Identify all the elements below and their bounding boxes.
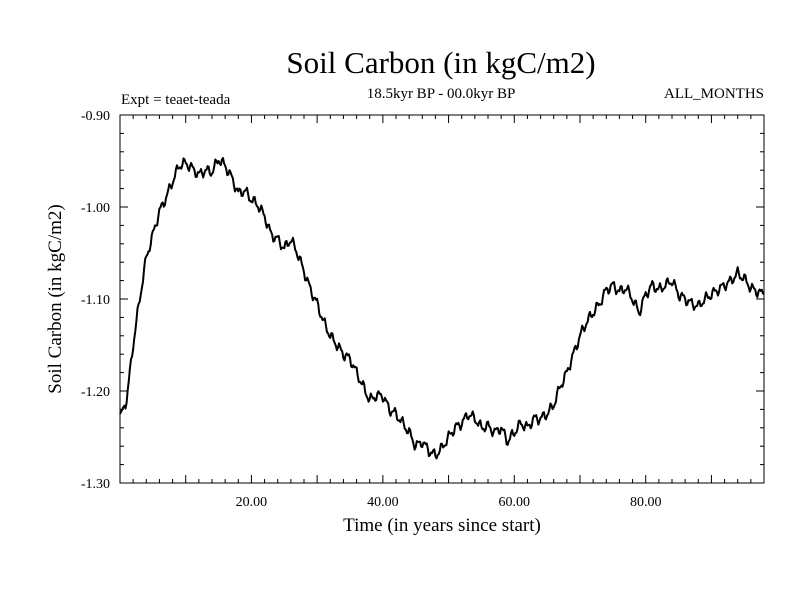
months-label: ALL_MONTHS [664,86,764,102]
x-axis-label: Time (in years since start) [343,515,541,536]
x-tick-label: 60.00 [499,495,531,510]
plot-frame [119,114,765,484]
y-tick-label: -1.30 [81,477,110,492]
series-layer [119,157,765,460]
experiment-label: Expt = teaet-teada [121,92,231,108]
x-tick-label: 40.00 [367,495,399,510]
y-tick-label: -1.20 [81,385,110,400]
axis-ticks [120,115,764,483]
tick-labels: 20.00 40.00 60.00 80.00 -0.90 -1.00 -1.10 -1.20… [81,109,662,510]
y-tick-label: -0.90 [81,109,110,124]
y-tick-label: -1.10 [81,293,110,308]
y-tick-label: -1.00 [81,201,110,216]
chart-title: Soil Carbon (in kgC/m2) [286,45,595,80]
series-line-0 [119,157,765,460]
chart-subtitle: 18.5kyr BP - 00.0kyr BP [367,86,516,102]
y-axis-label: Soil Carbon (in kgC/m2) [45,204,66,393]
x-tick-label: 80.00 [630,495,662,510]
x-tick-label: 20.00 [236,495,268,510]
